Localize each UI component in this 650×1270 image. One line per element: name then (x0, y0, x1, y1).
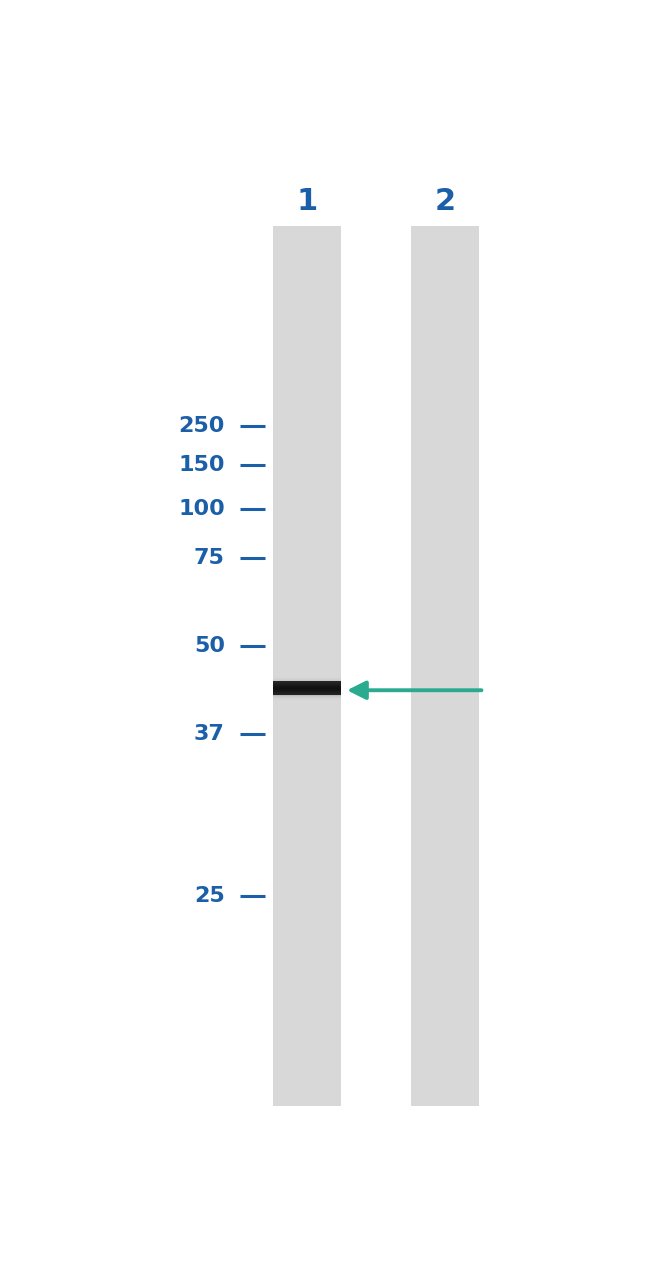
Text: 250: 250 (179, 417, 225, 436)
Text: 50: 50 (194, 636, 225, 657)
Text: 1: 1 (296, 187, 318, 216)
Text: 150: 150 (178, 456, 225, 475)
Bar (411, 226, 479, 1106)
Text: 100: 100 (178, 499, 225, 519)
Bar (273, 226, 341, 1106)
Text: 25: 25 (194, 885, 225, 906)
Text: 75: 75 (194, 549, 225, 568)
Text: 37: 37 (194, 724, 225, 744)
Bar (273, 681, 341, 696)
Text: 2: 2 (434, 187, 456, 216)
